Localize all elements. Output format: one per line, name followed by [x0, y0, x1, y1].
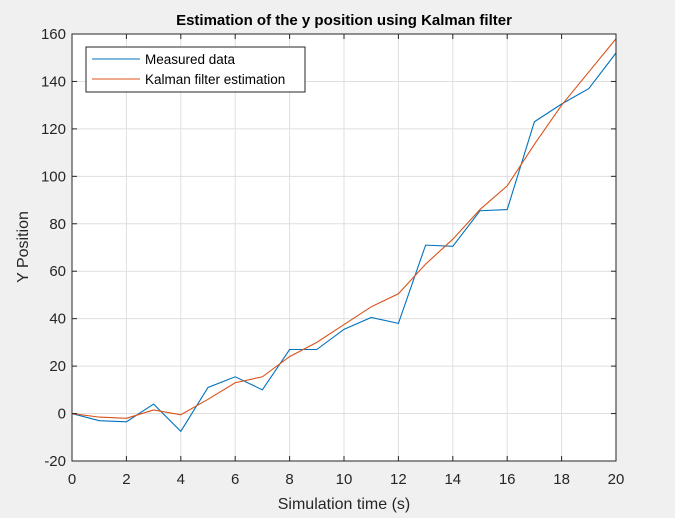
x-tick-label: 2 [122, 471, 130, 488]
x-tick-label: 8 [285, 471, 293, 488]
x-tick-label: 18 [553, 471, 570, 488]
y-tick-label: 40 [49, 311, 66, 328]
series-layer [71, 38, 617, 433]
x-tick-label: 12 [390, 471, 407, 488]
legend-label-measured: Measured data [145, 52, 236, 67]
y-tick-label: 0 [58, 406, 66, 423]
y-tick-label: 120 [41, 121, 66, 138]
axis-ticks: 0 2 4 6 8 10 12 14 16 18 20-2002040608010012014016… [41, 26, 624, 488]
y-tick-label: 80 [49, 216, 66, 233]
x-tick-label: 4 [177, 471, 185, 488]
y-tick-label: 140 [41, 73, 66, 90]
y-tick-label: 160 [41, 26, 66, 43]
x-tick-label: 14 [444, 471, 461, 488]
x-tick-label: 6 [231, 471, 239, 488]
x-tick-label: 20 [608, 471, 625, 488]
y-tick-label: -20 [44, 453, 66, 470]
x-tick-label: 10 [336, 471, 353, 488]
series-line-measured [71, 52, 617, 433]
x-tick-label: 16 [499, 471, 516, 488]
x-tick-label: 0 [68, 471, 76, 488]
y-tick-label: 20 [49, 358, 66, 375]
y-tick-label: 100 [41, 168, 66, 185]
legend-box [85, 46, 306, 93]
x-axis-label: Simulation time (s) [278, 496, 410, 513]
legend: Measured data Kalman filter estimation [85, 46, 306, 93]
chart-title: Estimation of the y position using Kalma… [176, 12, 512, 29]
series-line-kalman [71, 38, 617, 419]
y-tick-label: 60 [49, 263, 66, 280]
legend-label-kalman: Kalman filter estimation [145, 72, 285, 87]
y-axis-label: Y Position [15, 211, 32, 283]
